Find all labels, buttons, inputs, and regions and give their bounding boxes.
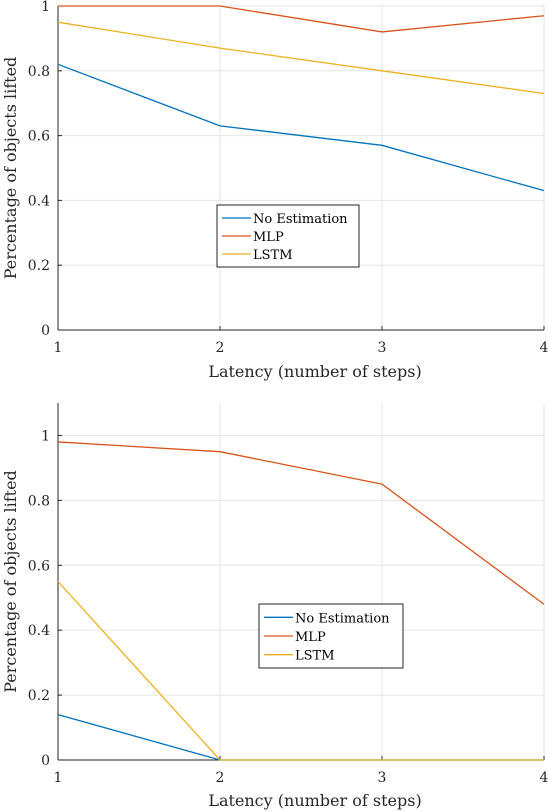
x-tick-label: 1 — [54, 770, 63, 786]
y-axis-label: Percentage of objects lifted — [1, 57, 20, 280]
y-tick-label: 1 — [41, 0, 50, 15]
x-tick-label: 3 — [378, 770, 387, 786]
legend-label: MLP — [253, 230, 284, 245]
y-tick-label: 0.4 — [28, 193, 50, 209]
legend-label: MLP — [295, 630, 326, 645]
series-line-no-estimation — [57, 63, 545, 192]
x-axis-label: Latency (number of steps) — [208, 791, 421, 810]
y-tick-label: 0.4 — [28, 623, 50, 639]
x-tick-label: 4 — [540, 770, 548, 786]
x-tick-label: 1 — [54, 340, 63, 356]
grid — [57, 403, 545, 761]
y-axis-label: Percentage of objects lifted — [1, 470, 20, 693]
legend-label: No Estimation — [295, 611, 390, 626]
legend-label: LSTM — [253, 248, 293, 263]
top-chart: 0 0.2 0.4 0.6 0.8 1 1 2 3 4 Latency (number of ste… — [1, 0, 548, 381]
y-tick-label: 0.2 — [28, 258, 50, 274]
series-line-mlp — [57, 441, 545, 605]
y-tick-label: 0 — [41, 753, 50, 769]
y-tick-label: 0.6 — [28, 558, 50, 574]
x-tick-label: 2 — [216, 770, 225, 786]
legend-label: LSTM — [295, 649, 335, 664]
series-line-lstm — [57, 581, 544, 761]
legend-label: No Estimation — [253, 212, 348, 227]
x-tick-label: 3 — [378, 340, 387, 356]
y-tick-label: 0.8 — [28, 64, 50, 80]
legend: No Estimation MLP LSTM — [258, 603, 404, 669]
series-line-lstm — [57, 21, 545, 95]
y-tick-label: 0.2 — [28, 688, 50, 704]
legend: No Estimation MLP LSTM — [216, 204, 360, 268]
series-line-no-estimation — [57, 713, 544, 761]
y-tick-label: 0.6 — [28, 129, 50, 145]
y-tick-label: 0.8 — [28, 493, 50, 509]
x-tick-label: 2 — [216, 340, 225, 356]
x-tick-label: 4 — [540, 340, 548, 356]
grid — [57, 5, 545, 331]
bottom-chart: 0 0.2 0.4 0.6 0.8 1 1 2 3 4 Latency (number of ste… — [1, 403, 548, 810]
x-axis-label: Latency (number of steps) — [208, 362, 421, 381]
y-tick-label: 0 — [41, 323, 50, 339]
series-line-mlp — [58, 5, 545, 33]
y-tick-label: 1 — [41, 428, 50, 444]
